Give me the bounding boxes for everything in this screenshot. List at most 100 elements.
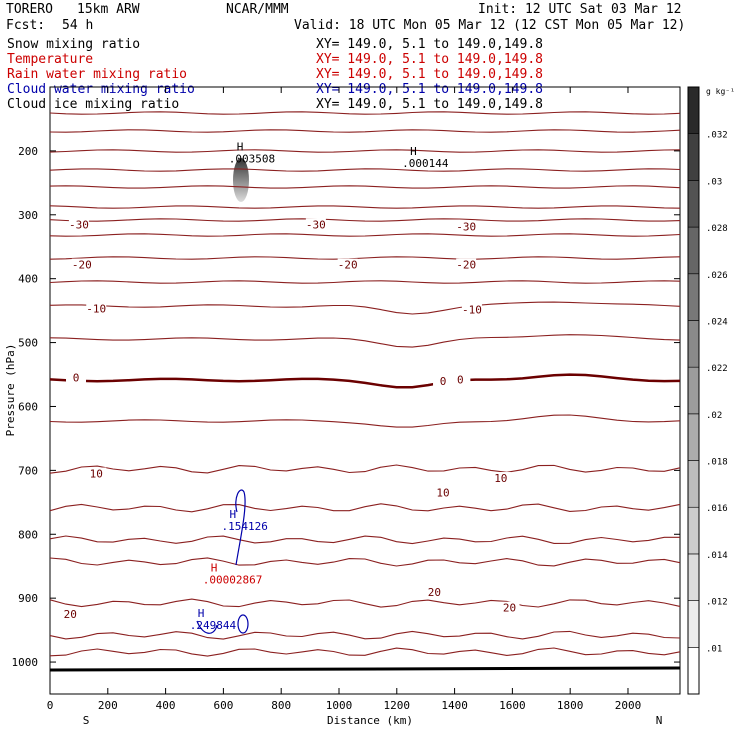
- y-tick-label: 900: [18, 592, 38, 605]
- max-marker-letter: H: [211, 561, 218, 574]
- temperature-label: -20: [338, 259, 358, 272]
- y-tick-label: 800: [18, 528, 38, 541]
- init-time: Init: 12 UTC Sat 03 Mar 12: [478, 2, 682, 17]
- colorbar-tick-label: .032: [706, 131, 728, 141]
- colorbar-tick-label: .02: [706, 411, 722, 421]
- temperature-label: 0: [440, 375, 447, 388]
- colorbar-tick-label: .01: [706, 644, 722, 654]
- contour-label-bg: [433, 486, 454, 498]
- x-tick-label: 200: [98, 699, 118, 712]
- colorbar-segment: [687, 320, 700, 368]
- colorbar-segment: [687, 273, 700, 321]
- temperature-label: 10: [90, 468, 103, 481]
- colorbar-segment: [687, 647, 700, 695]
- isotherm-line: [49, 373, 681, 389]
- forecast-label: Fcst:: [6, 18, 45, 33]
- isotherm-line: [49, 535, 680, 545]
- model-name: TORERO: [6, 2, 53, 17]
- colorbar-tick-label: .014: [706, 551, 728, 561]
- y-tick-label: 400: [18, 273, 38, 286]
- field-xy-range: XY= 149.0, 5.1 to 149.0,149.8: [316, 52, 543, 67]
- isotherm-line: [49, 233, 681, 237]
- temperature-label: -20: [456, 259, 476, 272]
- isotherm-line: [49, 301, 681, 315]
- isotherm-line: [49, 647, 681, 657]
- x-tick-label: 1400: [441, 699, 468, 712]
- x-tick-label: 400: [156, 699, 176, 712]
- max-marker-letter: H: [198, 607, 205, 620]
- isotherm-line: [49, 334, 681, 348]
- max-marker-value: .154126: [222, 520, 268, 533]
- x-tick-label: 600: [213, 699, 233, 712]
- temperature-label: -20: [72, 259, 92, 272]
- contour-label-bg: [456, 220, 477, 232]
- contour-label-bg: [337, 258, 358, 270]
- x-tick-label: 2000: [615, 699, 642, 712]
- field-xy-range: XY= 149.0, 5.1 to 149.0,149.8: [316, 37, 543, 52]
- isotherm-line: [49, 598, 681, 608]
- plot-frame: [49, 86, 681, 695]
- colorbar-tick-label: .022: [706, 364, 728, 374]
- max-markers: H.003508H.000144H.154126H.00002867H.2498…: [190, 140, 449, 631]
- isotherm-line: [49, 129, 681, 133]
- colorbar-segment: [687, 366, 700, 415]
- contour-label-bg: [71, 258, 92, 270]
- contour-label-bg: [86, 467, 107, 479]
- contour-label-bg: [305, 218, 326, 230]
- y-axis-title: Pressure (hPa): [4, 344, 17, 437]
- temperature-label: -30: [69, 218, 89, 231]
- org-name: NCAR/MMM: [226, 2, 289, 17]
- field-name: Temperature: [7, 52, 93, 67]
- y-tick-label: 200: [18, 145, 38, 158]
- model-config: 15km ARW: [77, 2, 140, 17]
- contour-label-bg: [60, 608, 81, 620]
- colorbar-tick-label: .026: [706, 271, 728, 281]
- temperature-label: -10: [86, 303, 106, 316]
- colorbar-frame: [687, 86, 700, 695]
- isotherm-line: [49, 168, 681, 172]
- field-list: Snow mixing ratio XY= 149.0, 5.1 to 149.0…: [7, 37, 543, 112]
- temperature-label: -10: [462, 303, 482, 316]
- contour-label-bg: [66, 371, 87, 383]
- temperature-label: 20: [64, 608, 77, 621]
- temperature-label: 20: [503, 602, 516, 615]
- cloud-water-contour: [196, 620, 218, 634]
- isotherm-line: [49, 280, 681, 284]
- forecast-hour: 54 h: [62, 18, 93, 33]
- colorbar-tick-label: .03: [706, 177, 722, 187]
- temperature-label: -30: [306, 218, 326, 231]
- y-tick-label: 500: [18, 337, 38, 350]
- x-tick-label: 800: [271, 699, 291, 712]
- surface-line: [49, 666, 681, 672]
- contour-label-bg: [68, 218, 89, 230]
- colorbar-segment: [687, 600, 700, 648]
- y-tick-label: 700: [18, 464, 38, 477]
- colorbar-segment: [687, 553, 700, 601]
- max-marker-letter: H: [237, 140, 244, 153]
- plot-area: -30 -30 -30-20 -20 -20-10 -100 0 0101010202020 …: [12, 86, 681, 712]
- colorbar-segment: [687, 506, 700, 555]
- field-name: Rain water mixing ratio: [7, 67, 187, 82]
- colorbar-tick-label: .012: [706, 598, 728, 608]
- isotherm-line: [49, 630, 681, 640]
- cloud-water-contour: [235, 489, 246, 566]
- y-tick-label: 600: [18, 400, 38, 413]
- max-marker-value: .000144: [402, 157, 449, 170]
- field-xy-range: XY= 149.0, 5.1 to 149.0,149.8: [316, 82, 543, 97]
- colorbar-segment: [687, 86, 700, 134]
- max-marker-letter: H: [410, 145, 417, 158]
- terrain-line: [49, 666, 681, 672]
- temperature-label: 0: [457, 374, 464, 387]
- colorbar-tick-label: .018: [706, 458, 728, 468]
- colorbar-segment: [687, 460, 700, 508]
- x-axis-title: Distance (km): [327, 714, 413, 727]
- x-tick-label: 0: [47, 699, 54, 712]
- colorbar-tick-label: .028: [706, 224, 728, 234]
- colorbar-segment: [687, 133, 700, 181]
- isotherm-line: [49, 256, 681, 260]
- colorbar-tick-label: .024: [706, 317, 728, 327]
- contour-label-bg: [490, 472, 511, 484]
- max-marker-letter: H: [230, 508, 237, 521]
